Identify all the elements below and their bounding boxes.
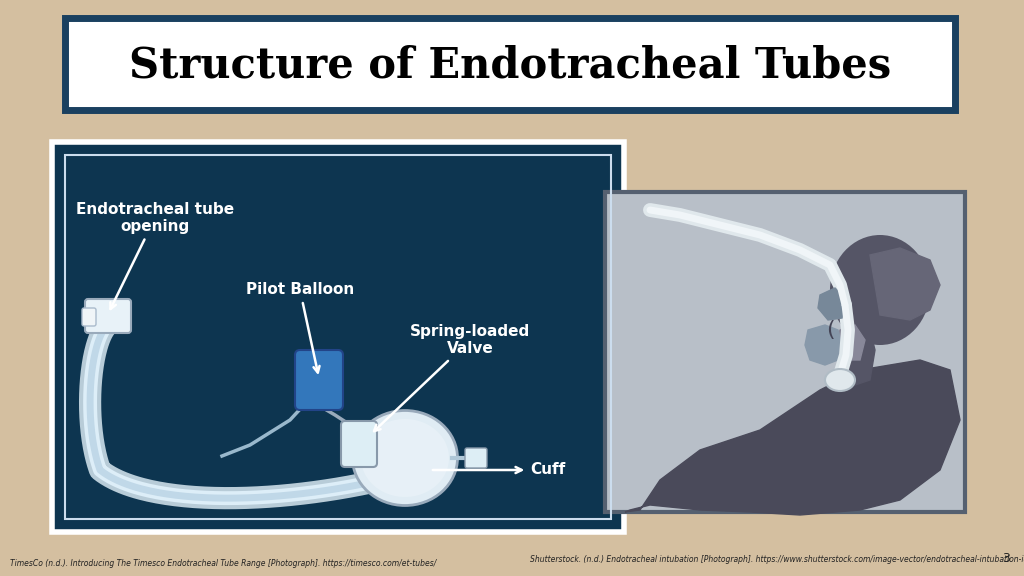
Text: Structure of Endotracheal Tubes: Structure of Endotracheal Tubes (129, 44, 891, 86)
Polygon shape (805, 325, 842, 365)
Polygon shape (835, 325, 865, 360)
Ellipse shape (352, 411, 458, 506)
Ellipse shape (825, 369, 855, 391)
Text: Endotracheal tube
opening: Endotracheal tube opening (76, 202, 234, 309)
Text: Pilot Balloon: Pilot Balloon (246, 282, 354, 373)
FancyBboxPatch shape (605, 192, 965, 512)
Text: 3: 3 (1002, 552, 1010, 565)
Polygon shape (818, 288, 845, 320)
FancyBboxPatch shape (341, 421, 377, 467)
FancyBboxPatch shape (85, 299, 131, 333)
Polygon shape (840, 330, 874, 385)
Polygon shape (625, 360, 961, 515)
Polygon shape (870, 248, 940, 320)
FancyBboxPatch shape (465, 448, 487, 468)
Ellipse shape (361, 419, 449, 497)
Text: TimesCo (n.d.). Introducing The Timesco Endotracheal Tube Range [Photograph]. ht: TimesCo (n.d.). Introducing The Timesco … (10, 559, 436, 568)
Text: (: ( (825, 320, 835, 340)
FancyBboxPatch shape (65, 18, 955, 110)
Text: Cuff: Cuff (433, 463, 565, 478)
Ellipse shape (830, 235, 930, 345)
FancyBboxPatch shape (295, 350, 343, 410)
FancyBboxPatch shape (52, 142, 624, 532)
FancyBboxPatch shape (82, 308, 96, 326)
Text: Shutterstock. (n.d.) Endotracheal intubation [Photograph]. https://www.shutterst: Shutterstock. (n.d.) Endotracheal intuba… (530, 555, 1024, 564)
Text: Spring-loaded
Valve: Spring-loaded Valve (374, 324, 530, 431)
